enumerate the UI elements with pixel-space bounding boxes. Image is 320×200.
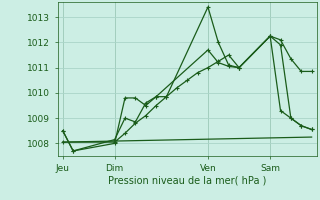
X-axis label: Pression niveau de la mer( hPa ): Pression niveau de la mer( hPa ): [108, 175, 266, 185]
